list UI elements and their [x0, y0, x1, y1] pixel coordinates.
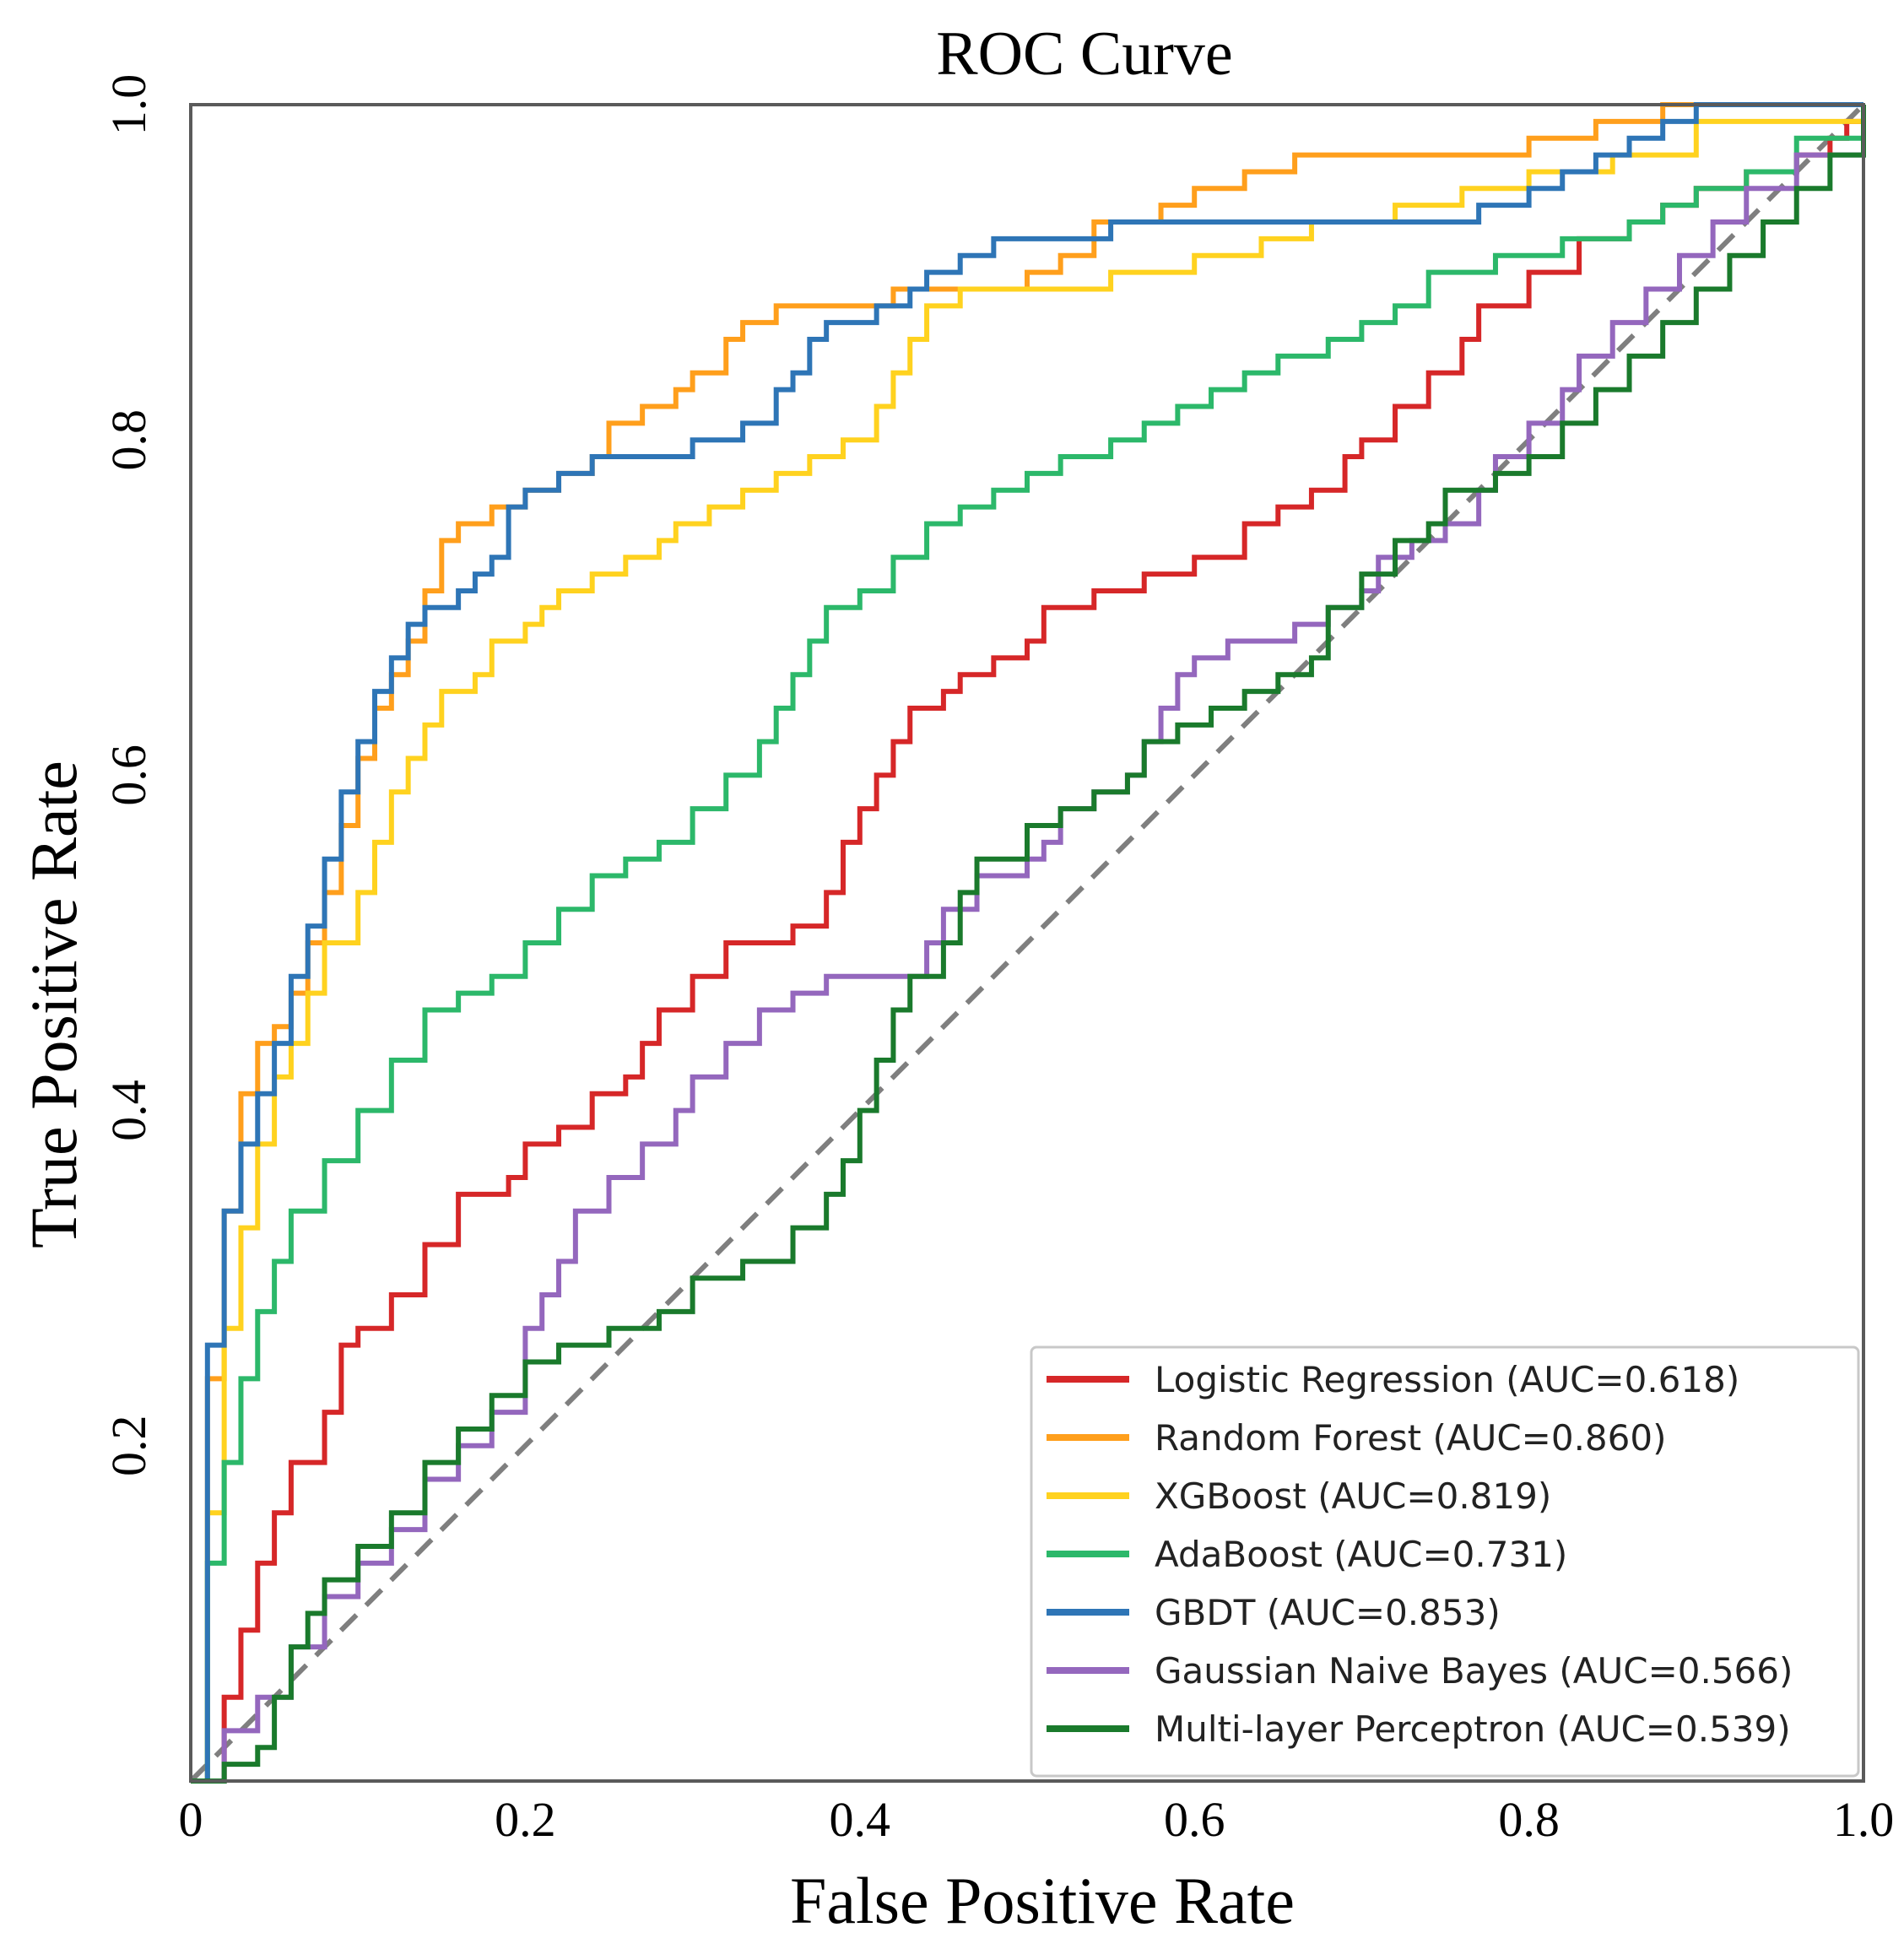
x-axis-ticks: 0 0.2 0.4 0.6 0.8 1.0 — [179, 1792, 1895, 1847]
y-tick-label: 0.8 — [101, 409, 156, 471]
roc-series-line-3 — [191, 105, 1866, 1784]
roc-series-line-7 — [191, 105, 1866, 1784]
legend-label: AdaBoost (AUC=0.731) — [1155, 1534, 1567, 1575]
plot-frame — [189, 103, 1865, 1783]
y-axis-label: True Positive Rate — [17, 761, 90, 1248]
y-tick-label: 1.0 — [101, 74, 156, 136]
x-tick-label: 1.0 — [1833, 1792, 1895, 1847]
legend-label: GBDT (AUC=0.853) — [1155, 1592, 1501, 1633]
x-tick-label: 0.8 — [1498, 1792, 1560, 1847]
x-tick-label: 0.2 — [495, 1792, 556, 1847]
y-tick-label: 0.4 — [101, 1080, 156, 1141]
roc-series-line-4 — [191, 105, 1866, 1784]
roc-series-line-5 — [191, 102, 1863, 1784]
y-tick-label: 0.6 — [101, 744, 156, 806]
roc-series-line-1 — [191, 105, 1866, 1784]
legend: Logistic Regression (AUC=0.618) Random Fo… — [1030, 1345, 1860, 1778]
chance-diagonal-line — [188, 102, 1866, 1784]
legend-box — [1030, 1345, 1860, 1778]
y-tick-label: 0.2 — [101, 1416, 156, 1477]
x-tick-label: 0.6 — [1164, 1792, 1225, 1847]
legend-label: Logistic Regression (AUC=0.618) — [1155, 1359, 1739, 1400]
legend-label: Gaussian Naive Bayes (AUC=0.566) — [1155, 1650, 1793, 1692]
x-axis-label: False Positive Rate — [790, 1864, 1295, 1937]
x-tick-label: 0.4 — [830, 1792, 891, 1847]
plot-area — [188, 102, 1866, 1784]
x-tick-label: 0 — [179, 1792, 203, 1847]
chart-title: ROC Curve — [936, 19, 1233, 89]
legend-label: Random Forest (AUC=0.860) — [1155, 1417, 1666, 1459]
legend-label: XGBoost (AUC=0.819) — [1155, 1475, 1551, 1517]
y-axis-ticks: 0.2 0.4 0.6 0.8 1.0 — [101, 74, 156, 1476]
legend-label: Multi-layer Perceptron (AUC=0.539) — [1155, 1708, 1791, 1750]
